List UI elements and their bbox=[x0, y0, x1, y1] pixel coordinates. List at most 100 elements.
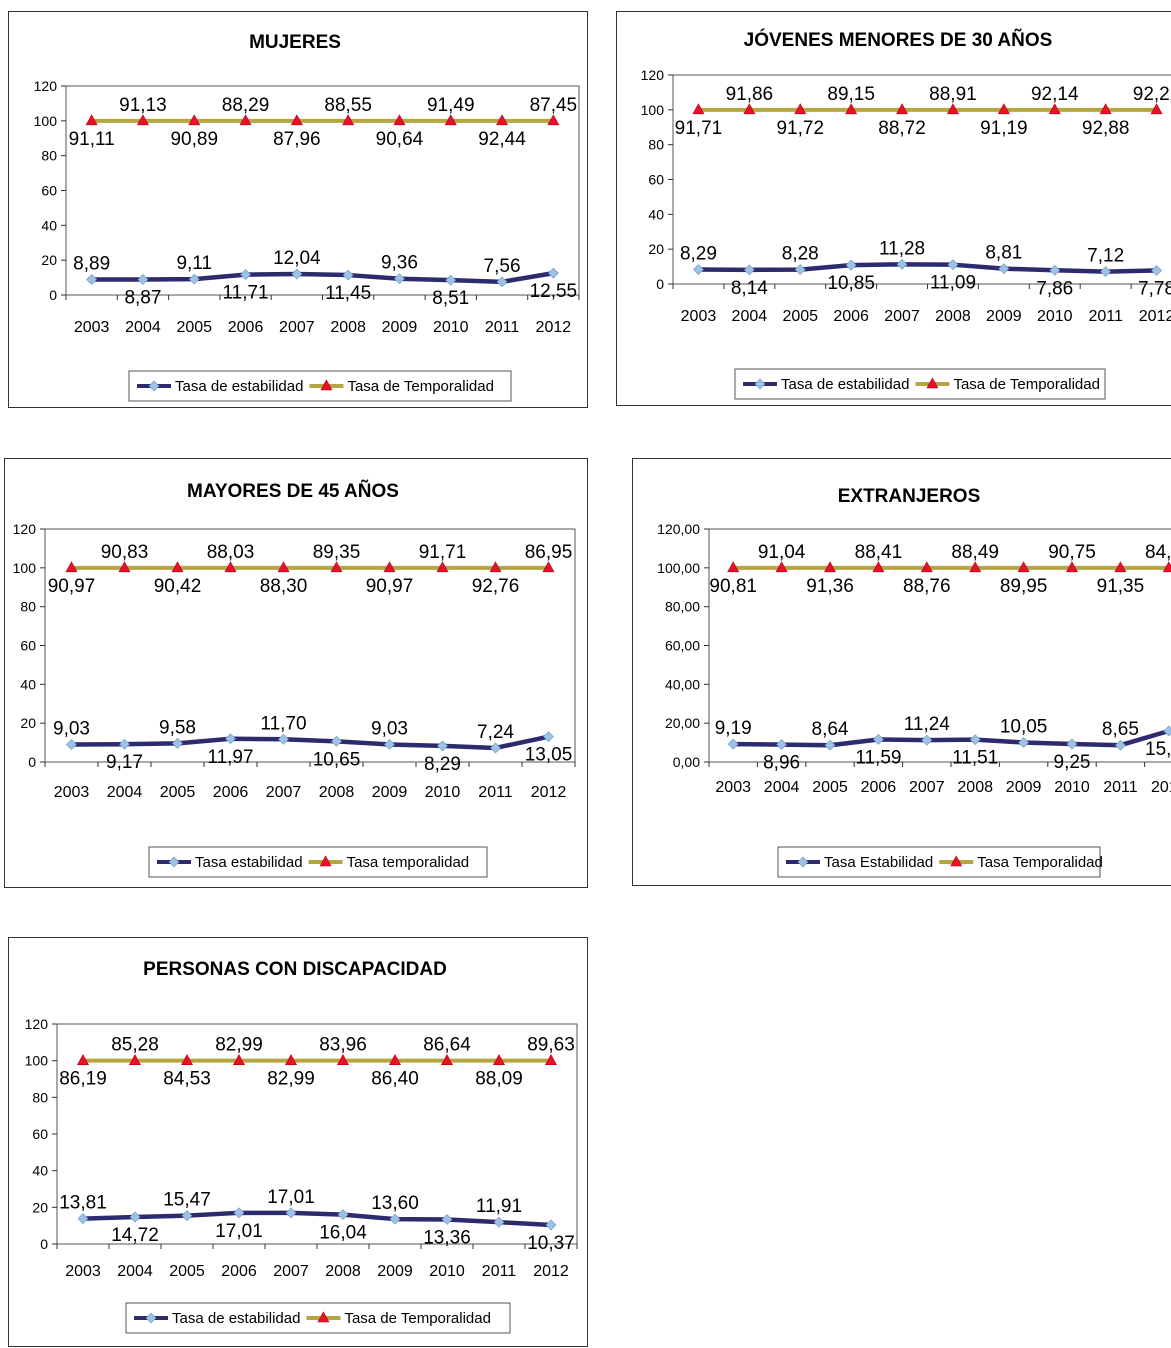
temporalidad-data-label: 82,99 bbox=[267, 1069, 315, 1090]
chart-jovenes: JÓVENES MENORES DE 30 AÑOS 0 20 40 60 80 100 12… bbox=[641, 29, 1171, 400]
temporalidad-point bbox=[542, 561, 555, 573]
estabilidad-point bbox=[331, 735, 342, 747]
estabilidad-point bbox=[119, 738, 130, 750]
x-tick-label: 2012 bbox=[536, 319, 572, 336]
chart-title: JÓVENES MENORES DE 30 AÑOS bbox=[744, 29, 1053, 51]
estabilidad-data-label: 9,11 bbox=[176, 253, 212, 274]
temporalidad-point bbox=[336, 1054, 350, 1065]
y-tick-label: 80,00 bbox=[665, 599, 700, 615]
temporalidad-point bbox=[727, 561, 740, 573]
x-tick-label: 2009 bbox=[377, 1263, 413, 1280]
temporalidad-point bbox=[188, 114, 201, 126]
estabilidad-point bbox=[291, 268, 303, 280]
x-tick-label: 2010 bbox=[1054, 779, 1090, 796]
y-tick-label: 80 bbox=[41, 148, 57, 164]
y-tick-label: 60 bbox=[20, 638, 36, 654]
estabilidad-data-label: 8,29 bbox=[424, 754, 461, 775]
temporalidad-point bbox=[872, 561, 885, 573]
estabilidad-data-label: 15,97 bbox=[1145, 739, 1171, 760]
temporalidad-data-label: 87,96 bbox=[273, 129, 321, 150]
estabilidad-point bbox=[872, 734, 884, 745]
y-tick-label: 60,00 bbox=[665, 638, 700, 654]
temporalidad-point bbox=[277, 561, 290, 573]
temporalidad-data-label: 89,35 bbox=[313, 542, 361, 563]
temporalidad-data-label: 92,88 bbox=[1082, 118, 1130, 139]
estabilidad-data-label: 10,37 bbox=[527, 1233, 575, 1254]
estabilidad-point bbox=[998, 263, 1010, 275]
temporalidad-point bbox=[896, 103, 909, 115]
estabilidad-data-label: 8,51 bbox=[432, 288, 469, 309]
x-tick-label: 2007 bbox=[909, 779, 945, 796]
legend-marker bbox=[319, 855, 332, 867]
estabilidad-point bbox=[1163, 725, 1171, 737]
x-tick-label: 2004 bbox=[125, 319, 161, 336]
temporalidad-data-label: 86,64 bbox=[423, 1035, 471, 1056]
temporalidad-point bbox=[383, 561, 396, 573]
legend-marker bbox=[754, 378, 766, 390]
temporalidad-data-label: 92,14 bbox=[1031, 84, 1079, 105]
chart-panel-extranjeros: EXTRANJEROS 0,00 20,00 40,00 60,00 80,00 100,0… bbox=[632, 458, 1171, 886]
legend-label-estabilidad: Tasa Estabilidad bbox=[824, 854, 933, 871]
estabilidad-line bbox=[82, 1210, 552, 1228]
temporalidad-data-label: 86,95 bbox=[525, 542, 573, 563]
x-tick-label: 2009 bbox=[1006, 779, 1042, 796]
temporalidad-data-label: 91,36 bbox=[806, 576, 854, 597]
temporalidad-data-label: 88,09 bbox=[475, 1069, 523, 1090]
temporalidad-point bbox=[946, 103, 959, 115]
estabilidad-point bbox=[394, 273, 405, 285]
temporalidad-point bbox=[440, 1054, 454, 1065]
estabilidad-data-label: 12,55 bbox=[530, 281, 578, 302]
estabilidad-data-label: 7,56 bbox=[484, 256, 521, 277]
x-tick-label: 2008 bbox=[330, 319, 366, 336]
x-tick-label: 2005 bbox=[169, 1263, 205, 1280]
estabilidad-point bbox=[66, 739, 77, 750]
estabilidad-point bbox=[441, 1214, 453, 1225]
temporalidad-data-label: 83,96 bbox=[319, 1035, 367, 1056]
estabilidad-point bbox=[437, 740, 448, 752]
temporalidad-point bbox=[239, 114, 252, 126]
estabilidad-point bbox=[543, 731, 554, 743]
temporalidad-data-label: 91,72 bbox=[776, 118, 824, 139]
x-tick-label: 2009 bbox=[372, 784, 408, 801]
estabilidad-point bbox=[693, 264, 704, 275]
x-tick-label: 2012 bbox=[1139, 308, 1171, 325]
estabilidad-data-label: 7,12 bbox=[1087, 246, 1124, 267]
x-tick-label: 2005 bbox=[812, 779, 848, 796]
estabilidad-data-label: 8,29 bbox=[680, 244, 717, 265]
estabilidad-point bbox=[921, 734, 933, 746]
estabilidad-point bbox=[172, 737, 183, 749]
estabilidad-data-label: 8,14 bbox=[731, 278, 768, 299]
legend-label-estabilidad: Tasa de estabilidad bbox=[172, 1310, 300, 1327]
estabilidad-data-label: 11,28 bbox=[879, 238, 925, 259]
estabilidad-data-label: 8,81 bbox=[985, 243, 1022, 264]
estabilidad-data-label: 11,59 bbox=[855, 747, 901, 768]
temporalidad-data-label: 91,49 bbox=[427, 95, 475, 116]
y-tick-label: 120,00 bbox=[657, 521, 700, 537]
temporalidad-data-label: 90,42 bbox=[154, 576, 202, 597]
estabilidad-point bbox=[188, 273, 200, 285]
estabilidad-data-label: 8,28 bbox=[782, 244, 819, 265]
estabilidad-data-label: 10,65 bbox=[313, 749, 361, 770]
estabilidad-point bbox=[547, 267, 559, 279]
x-tick-label: 2007 bbox=[266, 784, 302, 801]
estabilidad-data-label: 14,72 bbox=[111, 1225, 159, 1246]
x-tick-label: 2006 bbox=[861, 779, 897, 796]
x-tick-label: 2004 bbox=[732, 308, 768, 325]
legend-marker bbox=[168, 856, 180, 868]
estabilidad-point bbox=[384, 739, 395, 750]
estabilidad-data-label: 7,24 bbox=[477, 722, 514, 743]
y-tick-label: 40,00 bbox=[665, 676, 700, 692]
legend-marker bbox=[797, 856, 809, 868]
x-tick-label: 2010 bbox=[425, 784, 461, 801]
temporalidad-point bbox=[997, 103, 1010, 115]
legend-label-estabilidad: Tasa estabilidad bbox=[195, 854, 303, 871]
temporalidad-data-label: 90,97 bbox=[48, 576, 96, 597]
estabilidad-data-label: 9,03 bbox=[53, 718, 90, 739]
x-tick-label: 2003 bbox=[65, 1263, 101, 1280]
temporalidad-data-label: 89,15 bbox=[827, 84, 875, 105]
x-tick-label: 2010 bbox=[1037, 308, 1073, 325]
estabilidad-data-label: 11,51 bbox=[952, 748, 998, 769]
x-tick-label: 2003 bbox=[54, 784, 90, 801]
estabilidad-point bbox=[743, 264, 755, 276]
y-tick-label: 0 bbox=[656, 276, 664, 292]
